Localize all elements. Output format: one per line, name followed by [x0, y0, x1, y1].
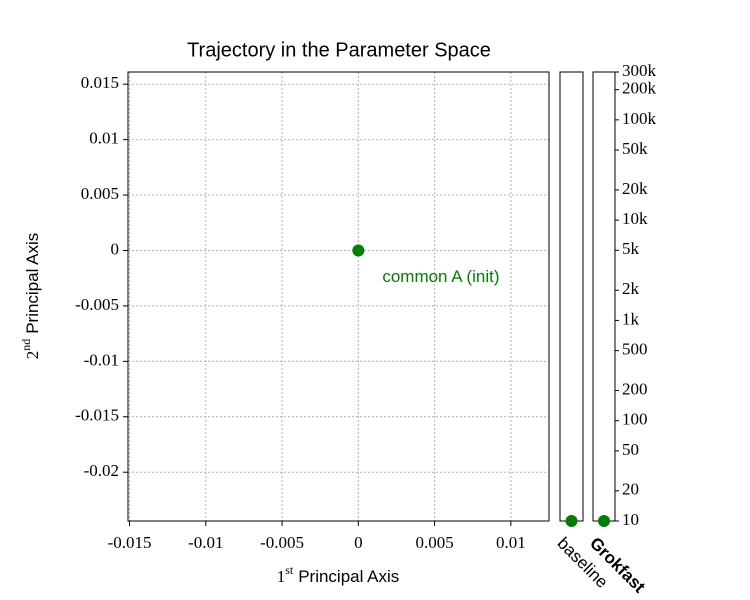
- point: [352, 244, 365, 257]
- x-tick-label: 0.01: [496, 533, 526, 552]
- y-tick-label: 20k: [622, 179, 648, 198]
- y-tick-label: 0.005: [81, 184, 119, 203]
- panel-frame: [559, 71, 584, 522]
- y-tick-label: 300k: [622, 61, 657, 80]
- x-tick-label: -0.005: [260, 533, 304, 552]
- y-label-number: 2: [23, 351, 42, 360]
- x-tick-label: -0.01: [188, 533, 223, 552]
- y-axis-label: 2nd Principal Axis: [19, 233, 43, 360]
- x-tick-label: 0: [354, 533, 363, 552]
- y-tick-label: 500: [622, 340, 648, 359]
- y-tick-label: 0: [111, 239, 120, 258]
- plot-frame: [127, 71, 550, 522]
- y-tick-label: 100k: [622, 109, 657, 128]
- x-label-sup: st: [285, 563, 294, 577]
- y-tick-label: -0.01: [84, 350, 119, 369]
- x-tick-label: 0.005: [415, 533, 453, 552]
- x-label-number: 1: [277, 567, 286, 586]
- y-tick-label: 0.015: [81, 73, 119, 92]
- panel-frame: [592, 71, 616, 522]
- y-tick-label: -0.02: [84, 461, 119, 480]
- y-label-text: Principal Axis: [23, 233, 42, 334]
- y-tick-label: 2k: [622, 279, 640, 298]
- y-tick-label: 200k: [622, 79, 657, 98]
- x-axis-label: 1st Principal Axis: [277, 563, 400, 587]
- x-label-text: Principal Axis: [298, 567, 399, 586]
- y-tick-label: 200: [622, 379, 648, 398]
- y-tick-label: 5k: [622, 239, 640, 258]
- annotation: common A (init): [382, 267, 499, 286]
- x-tick-label: -0.015: [108, 533, 152, 552]
- point: [565, 515, 578, 527]
- y-tick-label: 20: [622, 480, 639, 499]
- y-tick-label: -0.005: [75, 295, 119, 314]
- y-tick-label: -0.015: [75, 406, 119, 425]
- y-label-sup: nd: [19, 339, 33, 351]
- y-tick-label: 10k: [622, 209, 648, 228]
- chart-title: Trajectory in the Parameter Space: [187, 39, 491, 61]
- y-tick-label: 0.01: [89, 129, 119, 148]
- y-tick-label: 100: [622, 410, 648, 429]
- y-tick-label: 50: [622, 440, 639, 459]
- point: [598, 515, 610, 527]
- y-tick-label: 50k: [622, 139, 648, 158]
- y-tick-label: 1k: [622, 309, 640, 328]
- y-tick-label: 10: [622, 510, 639, 529]
